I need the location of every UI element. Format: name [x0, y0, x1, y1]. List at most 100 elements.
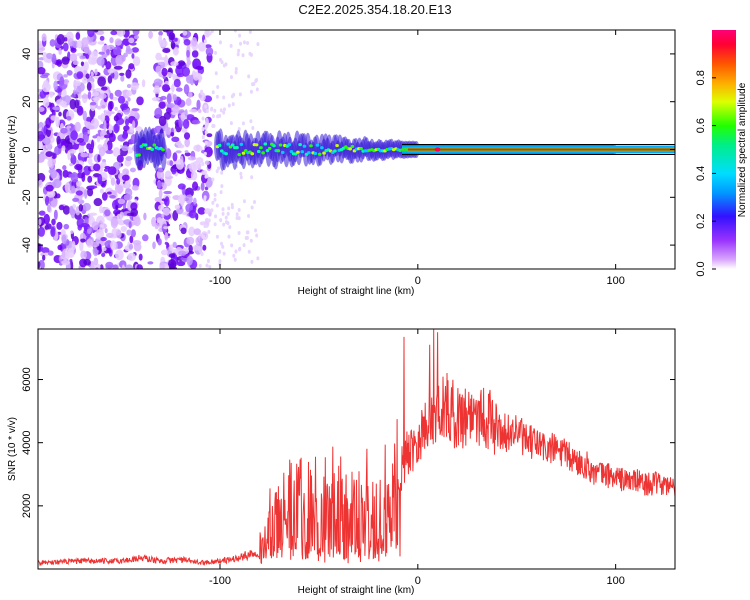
- noise-blob: [72, 60, 79, 66]
- noise-blob: [74, 163, 83, 171]
- y-tick-label: 0: [21, 146, 33, 152]
- noise-blob: [41, 247, 50, 254]
- noise-blob: [213, 197, 217, 202]
- noise-blob: [224, 215, 228, 220]
- signal-core: [256, 149, 261, 154]
- noise-blob: [97, 173, 103, 184]
- signal-core: [302, 144, 307, 148]
- noise-blob: [189, 108, 198, 113]
- noise-blob: [245, 230, 249, 235]
- noise-blob: [169, 244, 174, 252]
- noise-blob: [178, 250, 187, 256]
- noise-blob: [46, 52, 53, 60]
- noise-blob: [99, 264, 104, 269]
- noise-blob: [121, 54, 126, 62]
- noise-blob: [90, 71, 94, 77]
- noise-blob: [204, 174, 208, 179]
- noise-blob: [237, 48, 241, 53]
- signal-core: [309, 144, 313, 148]
- noise-blob: [132, 30, 140, 36]
- noise-blob: [172, 94, 177, 101]
- y-tick-label: 40: [21, 48, 33, 60]
- noise-blob: [160, 249, 169, 256]
- noise-blob: [49, 39, 56, 47]
- noise-blob: [237, 230, 241, 235]
- noise-blob: [201, 116, 205, 121]
- signal-core: [348, 147, 352, 151]
- noise-blob: [38, 179, 43, 188]
- noise-blob: [96, 105, 102, 110]
- noise-blob: [161, 67, 168, 77]
- noise-blob: [172, 152, 178, 162]
- noise-blob: [106, 232, 114, 238]
- noise-blob: [74, 121, 81, 132]
- noise-blob: [62, 42, 69, 52]
- colorbar-tick-label: 0.6: [695, 118, 707, 133]
- noise-blob: [75, 190, 83, 196]
- noise-blob: [185, 114, 195, 121]
- noise-blob: [80, 152, 89, 158]
- noise-blob: [76, 40, 83, 49]
- noise-blob: [226, 211, 230, 216]
- noise-blob: [219, 108, 223, 113]
- noise-blob: [211, 114, 215, 119]
- noise-blob: [105, 261, 114, 269]
- noise-blob: [75, 32, 81, 40]
- noise-blob: [180, 196, 185, 207]
- noise-blob: [255, 233, 259, 238]
- signal-core: [287, 143, 292, 147]
- noise-blob: [82, 131, 89, 143]
- noise-blob: [82, 110, 88, 122]
- noise-blob: [157, 181, 162, 189]
- noise-blob: [197, 207, 206, 215]
- noise-blob: [56, 60, 63, 65]
- noise-blob: [58, 111, 62, 117]
- noise-blob: [108, 132, 116, 143]
- noise-blob: [147, 261, 154, 265]
- noise-blob: [126, 90, 133, 97]
- noise-blob: [256, 256, 260, 261]
- noise-blob: [60, 127, 68, 134]
- noise-blob: [219, 190, 223, 195]
- noise-blob: [157, 238, 162, 246]
- noise-blob: [38, 158, 45, 163]
- noise-blob: [177, 144, 185, 149]
- noise-blob: [69, 53, 78, 63]
- noise-blob: [116, 30, 126, 37]
- noise-blob: [172, 241, 177, 248]
- signal-core: [237, 153, 241, 157]
- noise-blob: [245, 235, 249, 240]
- noise-blob: [82, 77, 88, 84]
- noise-blob: [182, 30, 188, 36]
- noise-blob: [204, 30, 211, 38]
- noise-blob: [70, 172, 79, 183]
- noise-blob: [42, 137, 51, 145]
- noise-blob: [170, 61, 179, 67]
- noise-blob: [72, 40, 79, 49]
- noise-blob: [119, 72, 125, 76]
- noise-blob: [214, 214, 218, 219]
- noise-blob: [203, 197, 207, 202]
- noise-blob: [191, 50, 199, 58]
- noise-blob: [38, 106, 45, 112]
- noise-blob: [219, 218, 223, 223]
- noise-blob: [187, 91, 193, 98]
- noise-blob: [102, 143, 109, 152]
- signal-core: [219, 149, 224, 153]
- noise-blob: [193, 197, 197, 205]
- noise-blob: [126, 229, 132, 236]
- noise-blob: [95, 228, 104, 240]
- noise-blob: [103, 134, 111, 139]
- noise-blob: [92, 135, 98, 139]
- noise-blob: [128, 243, 134, 250]
- spectrogram-ticks: -100 0 100 -40 -20 0 20 40: [21, 30, 675, 287]
- noise-blob: [185, 74, 195, 84]
- noise-blob: [220, 170, 224, 175]
- noise-blob: [251, 125, 255, 130]
- signal-core: [317, 152, 322, 156]
- noise-blob: [234, 249, 238, 254]
- spectrogram-y-axis-label: Frequency (Hz): [7, 116, 18, 185]
- noise-blob: [124, 180, 130, 188]
- noise-blob: [189, 162, 197, 173]
- noise-blob: [155, 65, 162, 74]
